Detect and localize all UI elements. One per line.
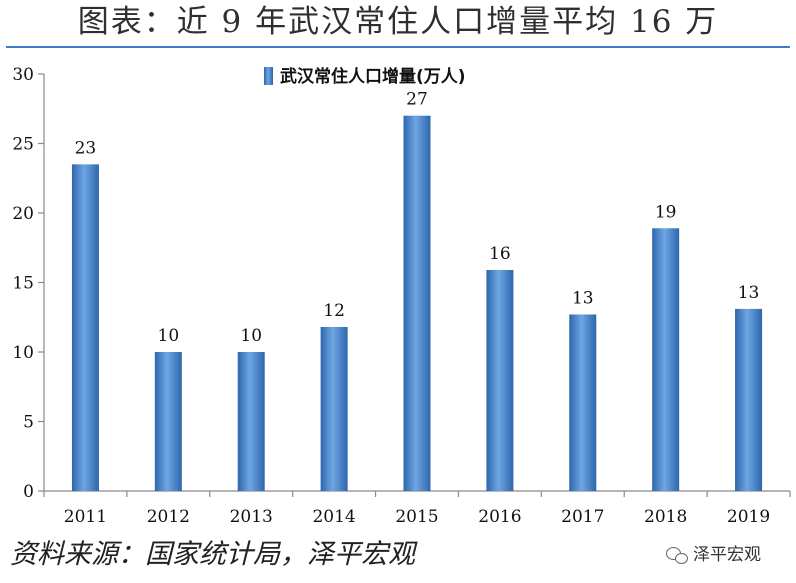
bar-2014 <box>320 326 348 491</box>
bar-2017 <box>569 314 597 491</box>
x-tick-label-2017: 2017 <box>561 507 604 527</box>
x-tick-label-2011: 2011 <box>64 507 107 527</box>
watermark-text: 泽平宏观 <box>693 545 761 565</box>
chart-bars <box>71 115 763 492</box>
x-tick-label-2014: 2014 <box>312 507 355 527</box>
data-label-2015: 27 <box>406 90 428 110</box>
y-tick-label: 0 <box>23 482 34 502</box>
chart-x-tick-labels: 2011 2012 2013 2014 2015 2016 2017 2018 2019 <box>64 507 770 527</box>
y-tick-label: 15 <box>12 274 34 294</box>
x-tick-label-2019: 2019 <box>727 507 770 527</box>
data-label-2018: 19 <box>655 202 677 222</box>
y-tick-label: 30 <box>12 65 34 85</box>
y-tick-label: 25 <box>12 135 34 155</box>
data-label-2016: 16 <box>489 244 511 264</box>
bar-2013 <box>237 352 265 491</box>
title-divider <box>6 46 790 48</box>
y-tick-label: 10 <box>12 343 34 363</box>
watermark: 泽平宏观 <box>666 540 761 570</box>
x-tick-label-2012: 2012 <box>147 507 190 527</box>
bar-2012 <box>154 352 182 491</box>
data-label-2011: 23 <box>75 138 97 158</box>
bar-2016 <box>486 269 514 491</box>
chart-title: 图表：近 9 年武汉常住人口增量平均 16 万 <box>77 4 719 40</box>
data-label-2013: 10 <box>240 326 262 346</box>
data-label-2012: 10 <box>158 326 180 346</box>
bar-2019 <box>735 308 763 491</box>
x-tick-label-2016: 2016 <box>478 507 521 527</box>
bar-2018 <box>652 228 680 492</box>
chart-legend: 武汉常住人口增量(万人) <box>264 66 466 87</box>
x-tick-label-2013: 2013 <box>230 507 273 527</box>
y-tick-label: 20 <box>12 204 34 224</box>
data-label-2019: 13 <box>738 283 760 303</box>
chart-y-tick-labels: 0 5 10 15 20 25 30 <box>12 65 34 502</box>
x-tick-label-2018: 2018 <box>644 507 687 527</box>
source-note: 资料来源：国家统计局，泽平宏观 <box>10 539 415 570</box>
x-tick-label-2015: 2015 <box>395 507 438 527</box>
legend-swatch <box>264 67 273 85</box>
data-label-2017: 13 <box>572 288 594 308</box>
chart-data-labels: 23 10 10 12 27 16 13 19 13 <box>75 90 760 346</box>
bar-2011 <box>71 164 99 491</box>
legend-label: 武汉常住人口增量(万人) <box>280 66 466 87</box>
data-label-2014: 12 <box>323 301 345 321</box>
bar-2015 <box>403 115 431 491</box>
wechat-icon <box>666 546 688 564</box>
y-tick-label: 5 <box>23 413 34 433</box>
